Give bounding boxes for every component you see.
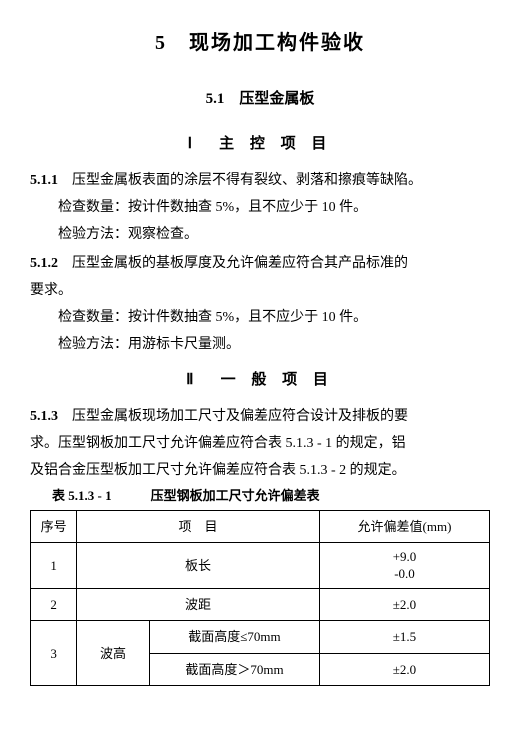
deviation-table: 序号 项 目 允许偏差值(mm) 1 板长 +9.0 -0.0 2 波距 ±2.… xyxy=(30,510,490,687)
chapter-title-text: 现场加工构件验收 xyxy=(189,32,365,54)
group-1-roman: Ⅰ xyxy=(188,136,198,152)
cell-dev: ±2.0 xyxy=(319,653,489,686)
check-method: 检验方法：观察检查。 xyxy=(30,223,490,247)
cell-subitem: 截面高度＞70mm xyxy=(149,653,319,686)
chapter-number: 5 xyxy=(155,32,167,54)
check-method: 检验方法：用游标卡尺量测。 xyxy=(30,333,490,357)
check-qty: 检查数量：按计件数抽查 5%，且不应少于 10 件。 xyxy=(30,196,490,220)
section-title-text: 压型金属板 xyxy=(239,91,314,107)
section-number: 5.1 xyxy=(206,91,225,107)
group-2-roman: Ⅱ xyxy=(186,372,199,388)
para-body-line2: 求。压型钢板加工尺寸允许偏差应符合表 5.1.3 - 1 的规定，铝 xyxy=(30,432,490,456)
group-2-title: Ⅱ 一 般 项 目 xyxy=(30,369,490,392)
group-2-text: 一 般 项 目 xyxy=(221,372,334,388)
dev-upper: +9.0 xyxy=(324,549,485,565)
cell-dev: +9.0 -0.0 xyxy=(319,543,489,589)
cell-item: 波高 xyxy=(77,621,150,686)
table-caption-no: 表 5.1.3 - 1 xyxy=(52,488,112,503)
table-caption-title: 压型钢板加工尺寸允许偏差表 xyxy=(151,488,320,503)
th-item: 项 目 xyxy=(77,510,320,543)
group-1-text: 主 控 项 目 xyxy=(219,136,332,152)
table-caption: 表 5.1.3 - 1 压型钢板加工尺寸允许偏差表 xyxy=(30,486,490,506)
table-row: 3 波高 截面高度≤70mm ±1.5 xyxy=(31,621,490,654)
table-row: 2 波距 ±2.0 xyxy=(31,588,490,621)
cell-subitem: 截面高度≤70mm xyxy=(149,621,319,654)
section-title: 5.1 压型金属板 xyxy=(30,88,490,111)
check-qty: 检查数量：按计件数抽查 5%，且不应少于 10 件。 xyxy=(30,306,490,330)
para-body-line1: 压型金属板现场加工尺寸及偏差应符合设计及排板的要 xyxy=(72,409,408,424)
group-1-title: Ⅰ 主 控 项 目 xyxy=(30,133,490,156)
dev-lower: -0.0 xyxy=(324,566,485,582)
table-row: 1 板长 +9.0 -0.0 xyxy=(31,543,490,589)
th-dev: 允许偏差值(mm) xyxy=(319,510,489,543)
cell-no: 3 xyxy=(31,621,77,686)
para-body: 压型金属板表面的涂层不得有裂纹、剥落和擦痕等缺陷。 xyxy=(72,173,422,188)
para-number: 5.1.1 xyxy=(30,173,58,188)
cell-no: 2 xyxy=(31,588,77,621)
para-number: 5.1.3 xyxy=(30,409,58,424)
cell-dev: ±1.5 xyxy=(319,621,489,654)
cell-no: 1 xyxy=(31,543,77,589)
th-no: 序号 xyxy=(31,510,77,543)
para-5-1-2: 5.1.2 压型金属板的基板厚度及允许偏差应符合其产品标准的 xyxy=(30,252,490,276)
para-number: 5.1.2 xyxy=(30,256,58,271)
para-body-line3: 及铝合金压型板加工尺寸允许偏差应符合表 5.1.3 - 2 的规定。 xyxy=(30,459,490,483)
cell-item: 波距 xyxy=(77,588,320,621)
cell-dev: ±2.0 xyxy=(319,588,489,621)
para-5-1-3: 5.1.3 压型金属板现场加工尺寸及偏差应符合设计及排板的要 xyxy=(30,405,490,429)
cell-item: 板长 xyxy=(77,543,320,589)
para-5-1-1: 5.1.1 压型金属板表面的涂层不得有裂纹、剥落和擦痕等缺陷。 xyxy=(30,169,490,193)
para-body-line1: 压型金属板的基板厚度及允许偏差应符合其产品标准的 xyxy=(72,256,408,271)
chapter-title: 5 现场加工构件验收 xyxy=(30,28,490,58)
para-body-line2: 要求。 xyxy=(30,279,490,303)
table-header-row: 序号 项 目 允许偏差值(mm) xyxy=(31,510,490,543)
